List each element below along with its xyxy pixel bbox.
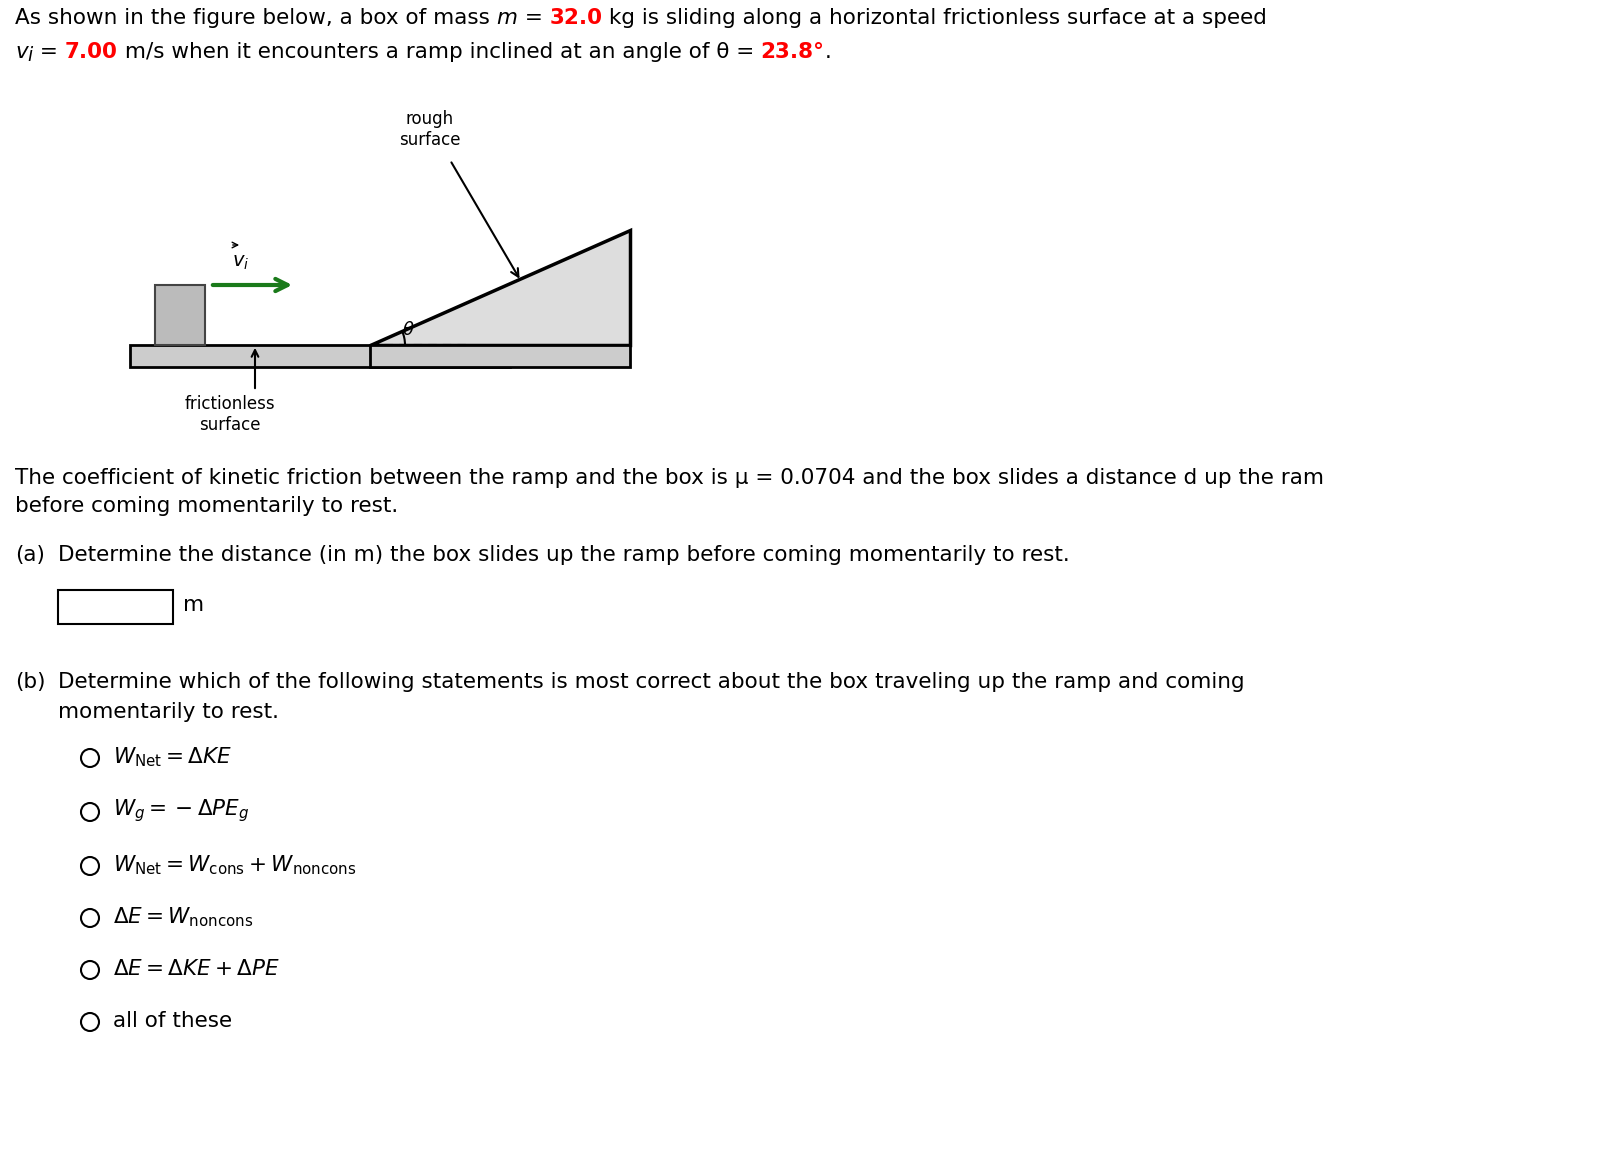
- Bar: [154, 285, 204, 345]
- Text: 32.0: 32.0: [549, 8, 602, 28]
- Bar: [370, 345, 630, 367]
- Text: before coming momentarily to rest.: before coming momentarily to rest.: [15, 496, 398, 516]
- Text: $\Delta E = \Delta KE + \Delta PE$: $\Delta E = \Delta KE + \Delta PE$: [114, 959, 279, 979]
- Text: (b): (b): [15, 672, 45, 693]
- Text: frictionless
surface: frictionless surface: [185, 395, 276, 434]
- Text: As shown in the figure below, a box of mass: As shown in the figure below, a box of m…: [15, 8, 497, 28]
- Text: (a): (a): [15, 545, 45, 565]
- Bar: [130, 345, 510, 367]
- Text: Determine which of the following statements is most correct about the box travel: Determine which of the following stateme…: [58, 672, 1243, 693]
- Text: rough
surface: rough surface: [399, 111, 461, 149]
- Text: 23.8°: 23.8°: [760, 42, 824, 62]
- Text: m/s when it encounters a ramp inclined at an angle of θ =: m/s when it encounters a ramp inclined a…: [117, 42, 760, 62]
- Text: all of these: all of these: [114, 1012, 232, 1031]
- Text: The coefficient of kinetic friction between the ramp and the box is μ = 0.0704 a: The coefficient of kinetic friction betw…: [15, 468, 1323, 488]
- Text: $\Delta E = W_{\mathregular{noncons}}$: $\Delta E = W_{\mathregular{noncons}}$: [114, 906, 253, 929]
- Text: m: m: [183, 595, 204, 615]
- Bar: [58, 590, 174, 624]
- Text: $W_g = -\Delta PE_g$: $W_g = -\Delta PE_g$: [114, 797, 250, 824]
- Text: m: m: [497, 8, 518, 28]
- Text: $v_i$: $v_i$: [232, 253, 248, 272]
- Polygon shape: [370, 230, 630, 345]
- Text: v: v: [15, 42, 28, 62]
- Text: $\theta$: $\theta$: [403, 321, 414, 339]
- Text: momentarily to rest.: momentarily to rest.: [58, 702, 279, 722]
- Text: =: =: [518, 8, 549, 28]
- Text: $W_{\mathregular{Net}} = W_{\mathregular{cons}} + W_{\mathregular{noncons}}$: $W_{\mathregular{Net}} = W_{\mathregular…: [114, 853, 357, 876]
- Text: =: =: [32, 42, 65, 62]
- Text: i: i: [28, 47, 32, 65]
- Text: kg is sliding along a horizontal frictionless surface at a speed: kg is sliding along a horizontal frictio…: [602, 8, 1266, 28]
- Text: .: .: [824, 42, 831, 62]
- Text: $W_{\mathregular{Net}} = \Delta KE$: $W_{\mathregular{Net}} = \Delta KE$: [114, 745, 232, 768]
- Text: Determine the distance (in m) the box slides up the ramp before coming momentari: Determine the distance (in m) the box sl…: [58, 545, 1070, 565]
- Text: 7.00: 7.00: [65, 42, 117, 62]
